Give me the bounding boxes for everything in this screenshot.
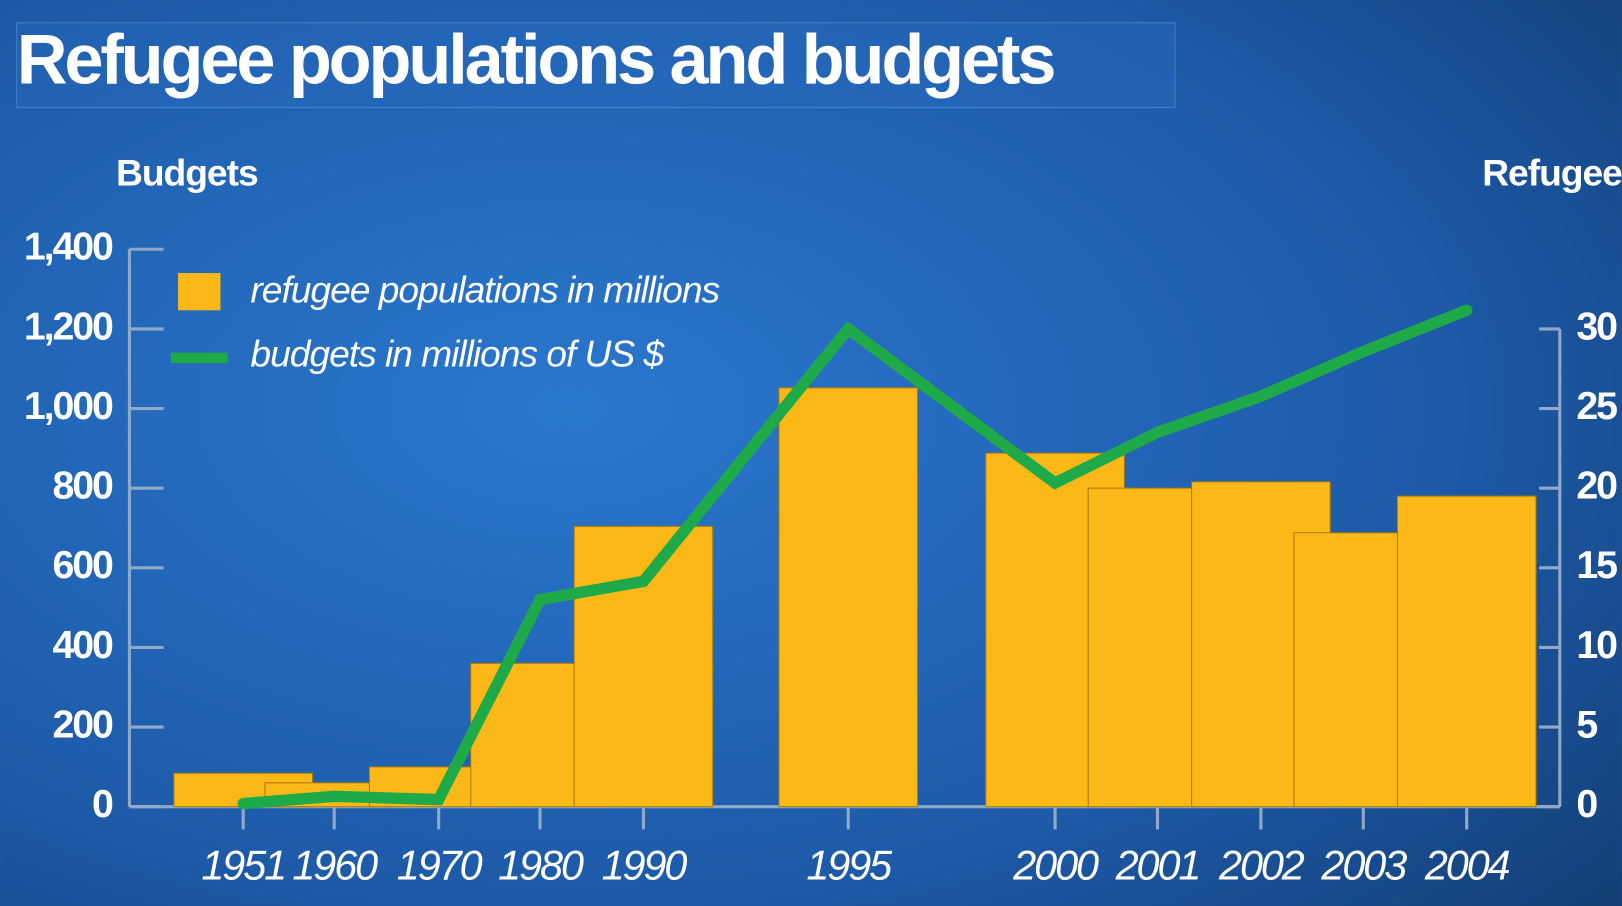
y-tick-label: 400 <box>52 623 113 667</box>
x-tick-label: 1980 <box>498 843 584 889</box>
legend-swatch <box>178 273 221 311</box>
title-box <box>16 22 1176 109</box>
x-tick-label: 2001 <box>1115 843 1200 889</box>
x-tick-label: 2004 <box>1424 843 1510 889</box>
y-tick-label: 600 <box>52 543 113 587</box>
y-tick-label: 0 <box>92 782 113 826</box>
x-tick-label: 1970 <box>397 843 483 889</box>
y-tick-label: 200 <box>52 702 113 746</box>
y2-tick-label: 20 <box>1576 464 1617 508</box>
y-tick-label: 1,000 <box>24 384 113 428</box>
x-tick-label: 1995 <box>806 843 893 889</box>
y-tick-label: 1,200 <box>24 304 113 348</box>
y-tick-label: 800 <box>52 464 113 508</box>
x-tick-label: 1990 <box>602 843 688 889</box>
y-axis-label: Budgets <box>116 152 258 194</box>
legend-label: budgets in millions of US $ <box>250 333 665 375</box>
x-tick-label: 2003 <box>1320 843 1407 889</box>
line <box>237 304 1473 810</box>
y2-tick-label: 5 <box>1576 702 1597 746</box>
y2-tick-label: 10 <box>1576 623 1617 667</box>
y2-tick-label: 25 <box>1576 384 1617 428</box>
y2-tick-label: 0 <box>1576 782 1597 826</box>
chart-title: Refugee populations and budgets <box>17 20 1055 99</box>
x-tick-label: 2002 <box>1218 843 1305 889</box>
bar <box>778 387 919 808</box>
y2-tick-label: 15 <box>1576 543 1617 587</box>
y-tick-label: 1,400 <box>24 225 113 269</box>
y2-axis-label: Refugees <box>1482 152 1622 194</box>
bar <box>573 525 714 808</box>
bar <box>1396 495 1537 808</box>
legend-label: refugee populations in millions <box>250 269 719 311</box>
y2-tick-label: 30 <box>1576 304 1617 348</box>
x-tick-label: 2000 <box>1012 843 1099 889</box>
x-tick-label: 1960 <box>292 843 378 889</box>
x-tick-label: 1951 <box>201 843 285 889</box>
